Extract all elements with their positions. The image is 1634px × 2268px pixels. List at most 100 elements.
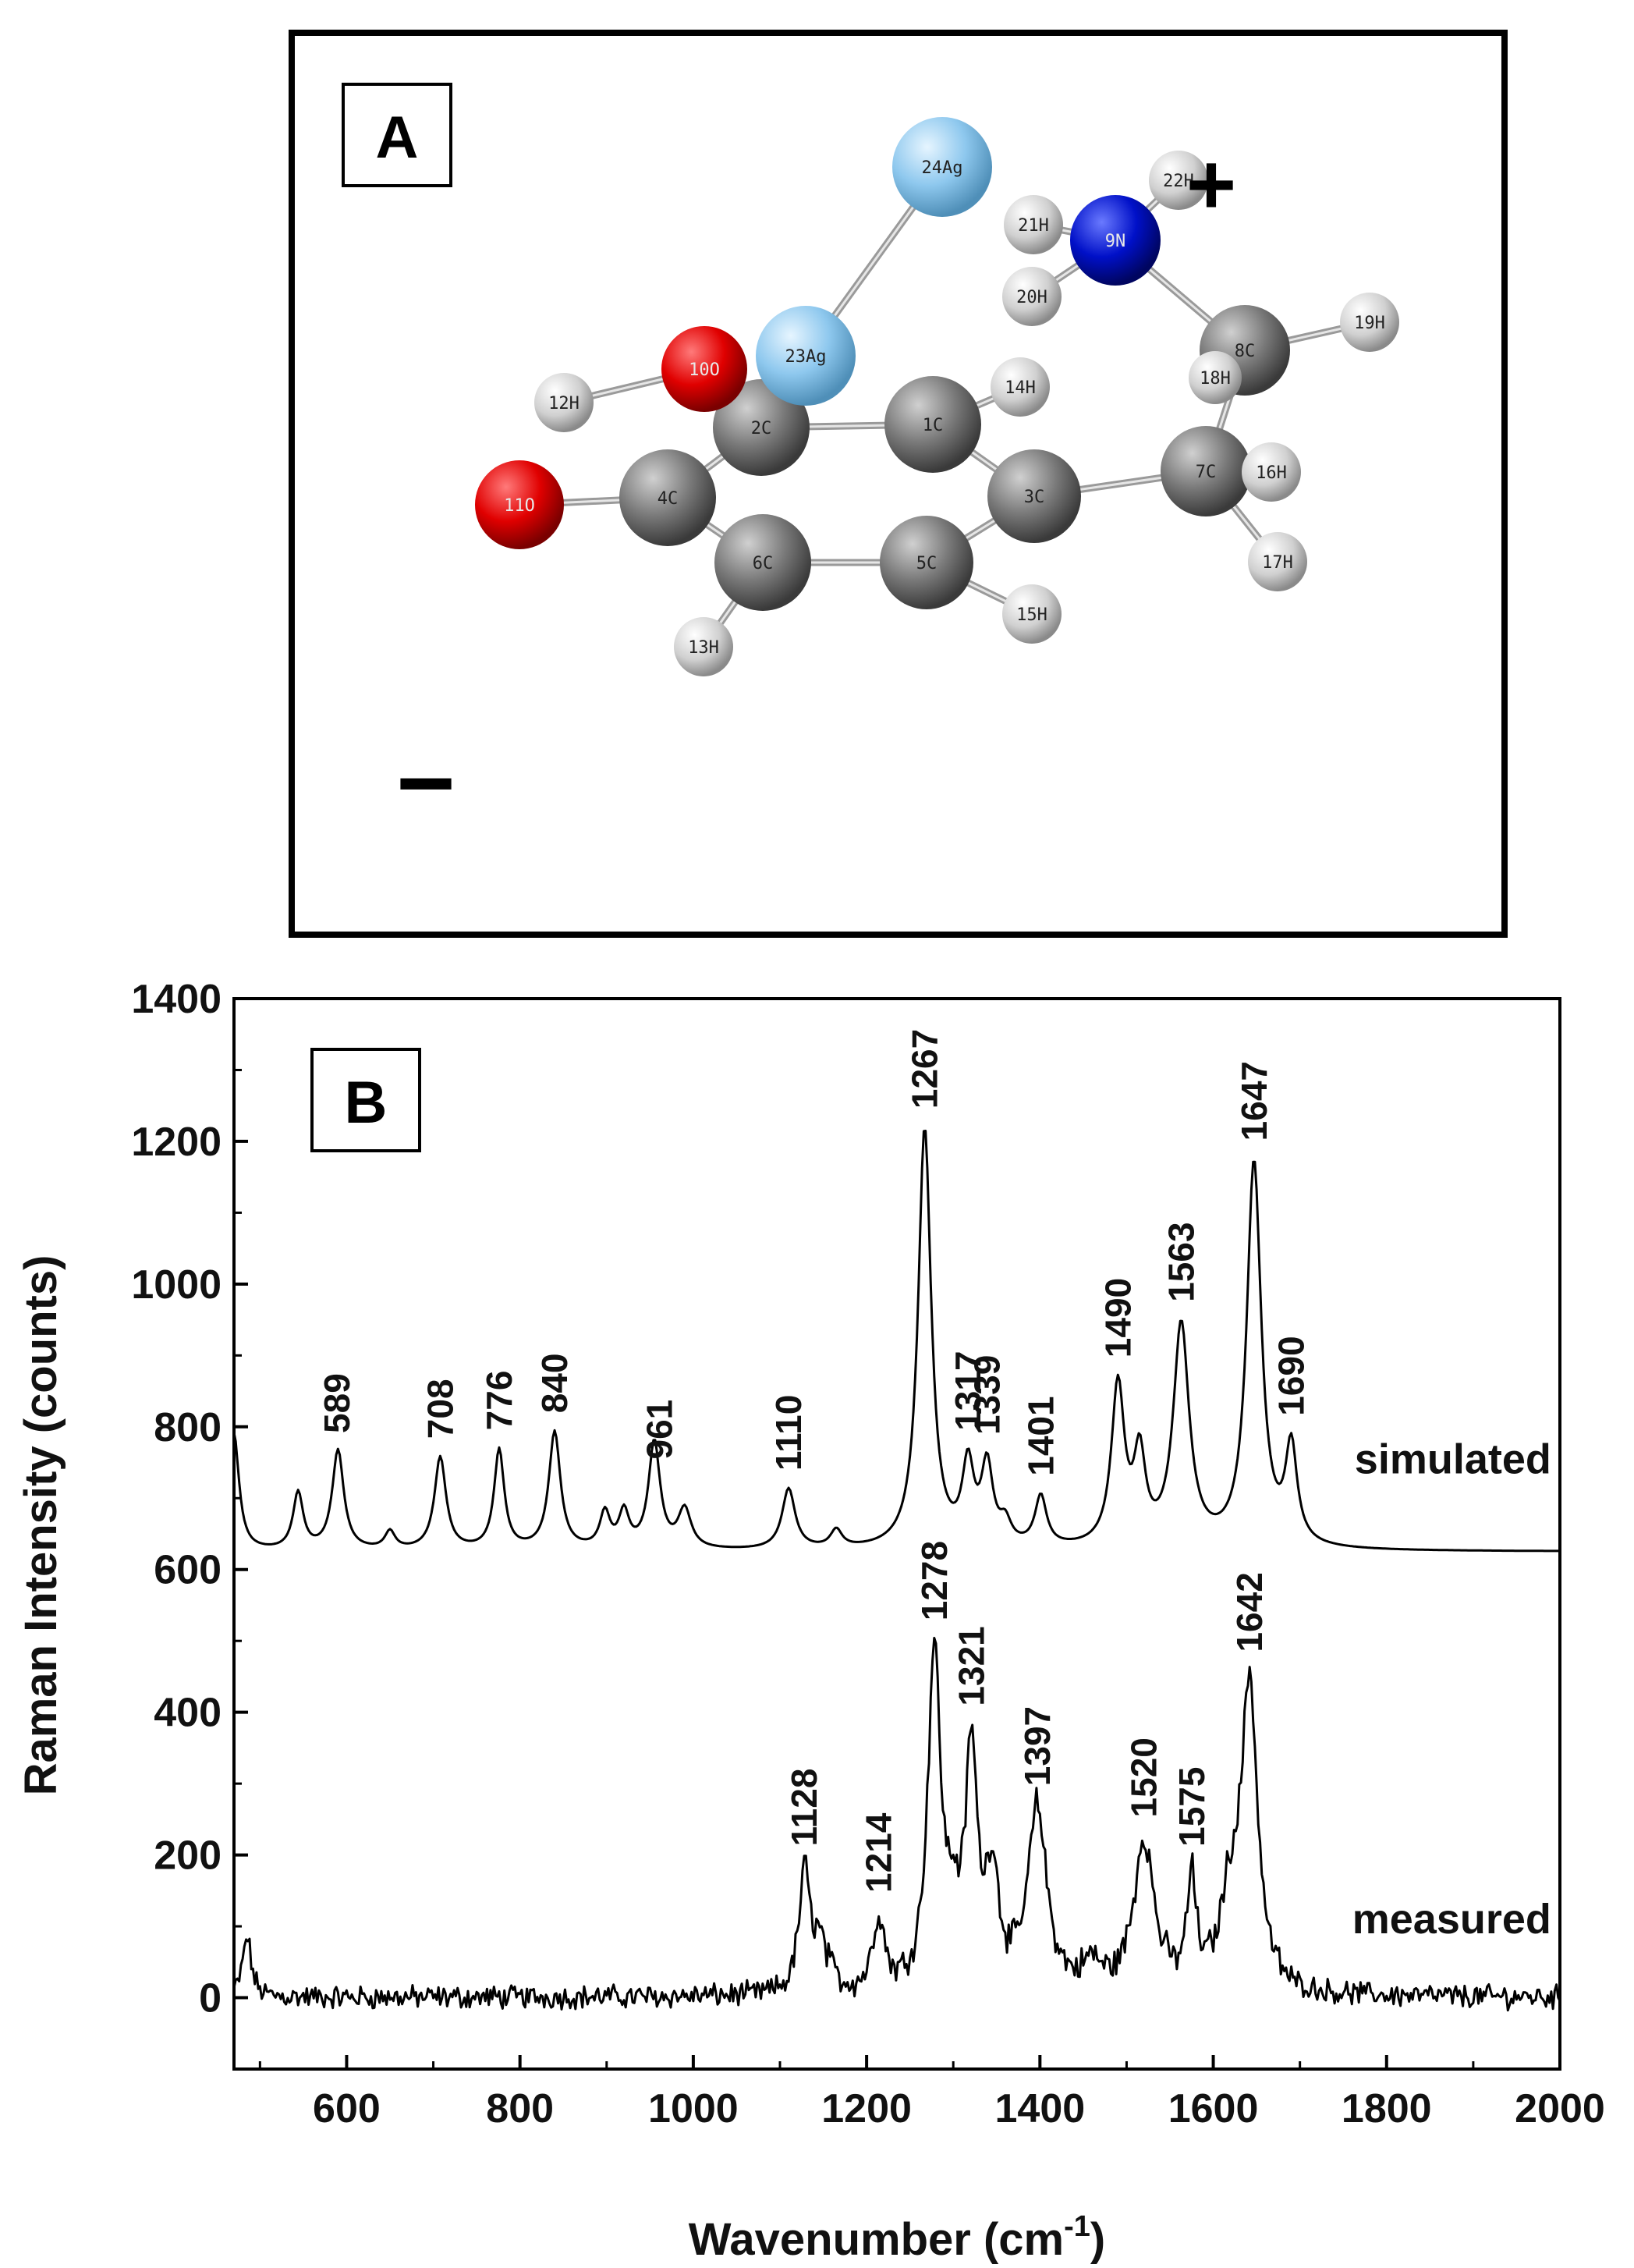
atom-sphere-3C bbox=[987, 449, 1081, 543]
atom-12H: 12H bbox=[534, 373, 594, 432]
y-tick-label-1200: 1200 bbox=[131, 1120, 222, 1165]
peak-label-measured-1278: 1278 bbox=[914, 1541, 955, 1620]
atom-label-3C: 3C bbox=[1024, 488, 1045, 507]
atom-3C: 3C bbox=[987, 449, 1081, 543]
series-line-measured bbox=[232, 1637, 1561, 2012]
atom-label-7C: 7C bbox=[1196, 463, 1217, 482]
y-tick-label-400: 400 bbox=[154, 1691, 222, 1736]
peak-label-simulated-961: 961 bbox=[640, 1400, 680, 1460]
atom-label-4C: 4C bbox=[657, 489, 679, 509]
molecule-structure: 1C 2C 3C 4C 5C 6C 7C 8C 9N 10O 11O 12H 13H 14H 15H 16H 1… bbox=[342, 83, 1399, 839]
atom-label-6C: 6C bbox=[753, 554, 774, 573]
peak-label-simulated-1401: 1401 bbox=[1020, 1396, 1061, 1475]
y-tick-label-0: 0 bbox=[199, 1976, 222, 2021]
atom-label-1C: 1C bbox=[923, 416, 944, 435]
atom-10O: 10O bbox=[661, 326, 747, 412]
x-tick-label-600: 600 bbox=[313, 2086, 381, 2131]
x-axis-title: Wavenumber (cm-1) bbox=[689, 2210, 1105, 2265]
atom-7C: 7C bbox=[1161, 426, 1251, 516]
atom-9N: 9N bbox=[1070, 195, 1161, 286]
atom-22H: 22H bbox=[1149, 151, 1208, 210]
peak-label-measured-1575: 1575 bbox=[1171, 1767, 1212, 1847]
x-axis-title-end: ) bbox=[1090, 2214, 1105, 2265]
atom-sphere-22H bbox=[1149, 151, 1208, 210]
atom-19H: 19H bbox=[1340, 293, 1399, 352]
atom-sphere-10O bbox=[661, 326, 747, 412]
atom-11O: 11O bbox=[475, 460, 564, 549]
atom-sphere-23Ag bbox=[756, 306, 856, 406]
atom-sphere-15H bbox=[1002, 584, 1062, 644]
plot-frame bbox=[232, 997, 1561, 2071]
atom-label-21H: 21H bbox=[1018, 216, 1049, 236]
series-line-simulated bbox=[232, 1130, 1560, 1553]
peak-label-measured-1321: 1321 bbox=[952, 1626, 992, 1705]
atom-sphere-16H bbox=[1242, 442, 1301, 502]
atom-label-15H: 15H bbox=[1016, 605, 1047, 625]
x-tick-label-1400: 1400 bbox=[994, 2086, 1085, 2131]
peak-label-simulated-1690: 1690 bbox=[1271, 1336, 1312, 1415]
atom-label-12H: 12H bbox=[548, 394, 580, 413]
atom-label-14H: 14H bbox=[1005, 378, 1036, 398]
atom-sphere-20H bbox=[1002, 267, 1062, 326]
atom-sphere-24Ag bbox=[892, 117, 992, 217]
atom-label-16H: 16H bbox=[1256, 463, 1287, 483]
x-tick-label-1200: 1200 bbox=[821, 2086, 912, 2131]
peak-label-measured-1128: 1128 bbox=[784, 1769, 824, 1847]
atom-sphere-7C bbox=[1161, 426, 1251, 516]
y-tick-label-200: 200 bbox=[154, 1833, 222, 1879]
peak-label-simulated-1317: 1317 bbox=[948, 1351, 988, 1430]
panel-b-label-box bbox=[310, 1048, 421, 1152]
atom-label-8C: 8C bbox=[1235, 342, 1256, 361]
atom-1C: 1C bbox=[884, 376, 981, 473]
atom-label-22H: 22H bbox=[1163, 172, 1194, 191]
x-axis-title-sup: -1 bbox=[1064, 2210, 1090, 2243]
raman-chart: 600 800 1000 1200 1400 1600 1800 2000 0 200 400 600… bbox=[16, 977, 1605, 2265]
peak-label-simulated-1339: 1339 bbox=[967, 1355, 1008, 1435]
atom-6C: 6C bbox=[714, 514, 811, 611]
atom-5C: 5C bbox=[880, 516, 973, 609]
peak-label-measured-1642: 1642 bbox=[1229, 1572, 1270, 1652]
atom-sphere-17H bbox=[1248, 532, 1307, 591]
peak-label-measured-1214: 1214 bbox=[859, 1812, 899, 1893]
peak-label-simulated-1110: 1110 bbox=[768, 1395, 809, 1471]
x-tick-label-800: 800 bbox=[486, 2086, 554, 2131]
atom-23Ag: 23Ag bbox=[756, 306, 856, 406]
panel-b-label: B bbox=[345, 1070, 388, 1136]
negative-charge-label: − bbox=[396, 726, 455, 839]
panel-a-label: A bbox=[376, 105, 419, 171]
atom-sphere-21H bbox=[1004, 195, 1063, 254]
atom-label-10O: 10O bbox=[689, 360, 720, 380]
y-tick-label-1400: 1400 bbox=[131, 977, 222, 1022]
peak-label-simulated-1563: 1563 bbox=[1161, 1222, 1201, 1301]
peak-label-simulated-776: 776 bbox=[479, 1371, 519, 1431]
atom-sphere-18H bbox=[1189, 351, 1242, 404]
x-tick-label-1000: 1000 bbox=[648, 2086, 739, 2131]
atom-18H: 18H bbox=[1189, 351, 1242, 404]
atom-24Ag: 24Ag bbox=[892, 117, 992, 217]
atom-label-19H: 19H bbox=[1354, 314, 1385, 333]
x-tick-label-1800: 1800 bbox=[1342, 2086, 1432, 2131]
atom-sphere-9N bbox=[1070, 195, 1161, 286]
peak-label-simulated-1647: 1647 bbox=[1234, 1061, 1274, 1141]
atom-4C: 4C bbox=[619, 449, 716, 546]
atom-label-13H: 13H bbox=[688, 638, 719, 658]
atom-label-24Ag: 24Ag bbox=[922, 158, 963, 178]
y-tick-label-800: 800 bbox=[154, 1405, 222, 1450]
peak-label-simulated-1490: 1490 bbox=[1097, 1278, 1138, 1358]
panel-a-label-box bbox=[342, 83, 452, 187]
atom-21H: 21H bbox=[1004, 195, 1063, 254]
atom-sphere-12H bbox=[534, 373, 594, 432]
peak-label-simulated-708: 708 bbox=[420, 1379, 460, 1439]
atom-2C: 2C bbox=[713, 379, 810, 476]
atom-17H: 17H bbox=[1248, 532, 1307, 591]
y-tick-label-600: 600 bbox=[154, 1548, 222, 1593]
x-tick-label-1600: 1600 bbox=[1168, 2086, 1259, 2131]
atom-label-18H: 18H bbox=[1200, 369, 1231, 389]
atom-sphere-11O bbox=[475, 460, 564, 549]
positive-charge-label: + bbox=[1186, 137, 1236, 232]
atom-20H: 20H bbox=[1002, 267, 1062, 326]
atom-label-9N: 9N bbox=[1105, 232, 1126, 251]
molecule-panel: 1C 2C 3C 4C 5C 6C 7C 8C 9N 10O 11O 12H 13H 14H 15H 16H 1… bbox=[289, 30, 1508, 938]
atom-sphere-5C bbox=[880, 516, 973, 609]
atom-15H: 15H bbox=[1002, 584, 1062, 644]
